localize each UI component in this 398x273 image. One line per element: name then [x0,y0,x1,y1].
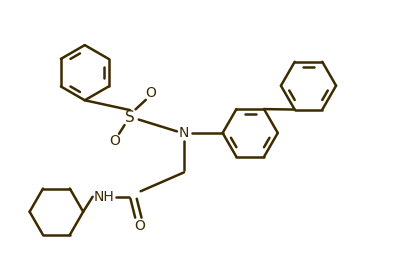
Text: N: N [179,126,189,140]
Text: O: O [109,134,120,148]
Text: O: O [135,219,145,233]
Text: S: S [125,110,135,125]
Text: O: O [145,86,156,100]
Text: NH: NH [94,190,115,204]
